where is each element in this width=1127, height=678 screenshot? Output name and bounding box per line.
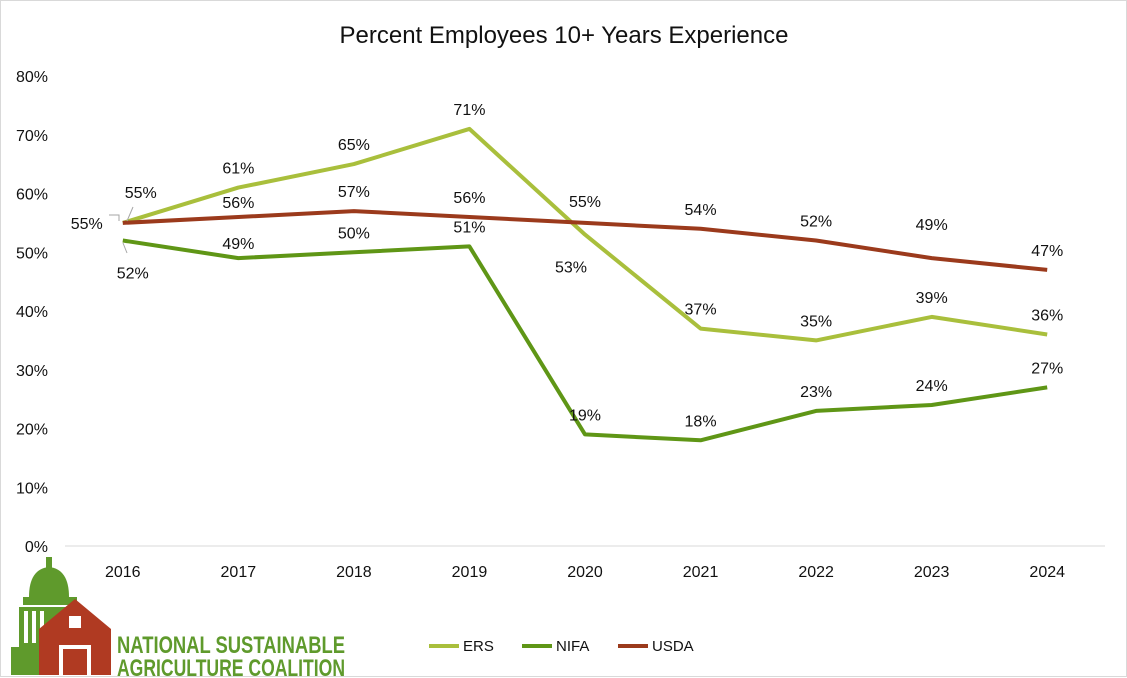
- series-lines: [122, 126, 1048, 443]
- series-line-nifa: [122, 238, 1048, 443]
- data-labels: 55% 61% 65% 71% 53% 37% 35% 39% 36% 52% 49% 50% 51% 1…: [71, 102, 1063, 430]
- chart-title: Percent Employees 10+ Years Experience: [340, 22, 789, 49]
- leader-line: [126, 206, 134, 222]
- data-label-ers: 35%: [800, 313, 832, 330]
- y-tick-label: 70%: [16, 128, 48, 145]
- data-label-usda: 57%: [338, 184, 370, 201]
- data-label-ers: 61%: [222, 161, 254, 178]
- data-label-ers: 39%: [916, 290, 948, 307]
- legend: ERS NIFA USDA: [429, 638, 694, 655]
- leader-line: [109, 214, 120, 221]
- data-label-nifa: 27%: [1031, 360, 1063, 377]
- leader-line: [122, 242, 128, 254]
- data-label-ers: 55%: [125, 185, 157, 202]
- x-tick-label: 2024: [1029, 564, 1065, 581]
- data-label-usda: 49%: [916, 217, 948, 234]
- nsac-logo: NATIONAL SUSTAINABLE AGRICULTURE COALITI…: [11, 557, 345, 678]
- x-tick-label: 2018: [336, 564, 372, 581]
- data-label-usda: 47%: [1031, 243, 1063, 260]
- data-label-nifa: 24%: [916, 378, 948, 395]
- data-label-nifa: 18%: [685, 413, 717, 430]
- data-label-nifa: 52%: [117, 266, 149, 283]
- x-tick-label: 2021: [683, 564, 719, 581]
- series-line-ers: [122, 126, 1048, 343]
- data-label-usda: 54%: [685, 202, 717, 219]
- data-label-ers: 53%: [555, 260, 587, 277]
- data-label-ers: 65%: [338, 137, 370, 154]
- data-label-ers: 37%: [685, 302, 717, 319]
- y-tick-label: 80%: [16, 69, 48, 86]
- series-line-usda: [122, 209, 1048, 272]
- legend-label-nifa: NIFA: [556, 638, 589, 655]
- y-tick-label: 40%: [16, 304, 48, 321]
- x-tick-label: 2023: [914, 564, 950, 581]
- x-tick-label: 2016: [105, 564, 141, 581]
- data-label-usda: 52%: [800, 214, 832, 231]
- data-label-ers: 36%: [1031, 308, 1063, 325]
- y-tick-label: 30%: [16, 363, 48, 380]
- x-tick-label: 2020: [567, 564, 603, 581]
- logo-text-line2: AGRICULTURE COALITION: [117, 655, 345, 678]
- data-label-nifa: 23%: [800, 384, 832, 401]
- data-label-usda: 55%: [569, 194, 601, 211]
- x-tick-label: 2022: [798, 564, 834, 581]
- data-label-usda: 56%: [222, 195, 254, 212]
- y-tick-label: 0%: [25, 539, 48, 556]
- y-tick-label: 20%: [16, 422, 48, 439]
- data-label-usda: 56%: [453, 190, 485, 207]
- y-tick-label: 60%: [16, 187, 48, 204]
- x-tick-label: 2017: [221, 564, 257, 581]
- data-label-usda: 55%: [71, 216, 103, 233]
- barn-icon: [39, 599, 111, 675]
- y-tick-label: 50%: [16, 245, 48, 262]
- legend-label-usda: USDA: [652, 638, 694, 655]
- data-label-nifa: 50%: [338, 225, 370, 242]
- data-label-ers: 71%: [453, 102, 485, 119]
- x-tick-label: 2019: [452, 564, 488, 581]
- data-label-nifa: 51%: [453, 219, 485, 236]
- logo-text-line1: NATIONAL SUSTAINABLE: [117, 632, 345, 659]
- data-label-nifa: 49%: [222, 236, 254, 253]
- legend-label-ers: ERS: [463, 638, 494, 655]
- y-tick-label: 10%: [16, 480, 48, 497]
- data-label-nifa: 19%: [569, 407, 601, 424]
- axes: 0% 10% 20% 30% 40% 50% 60% 70% 80% 2016 2017 2018 20…: [16, 69, 1105, 581]
